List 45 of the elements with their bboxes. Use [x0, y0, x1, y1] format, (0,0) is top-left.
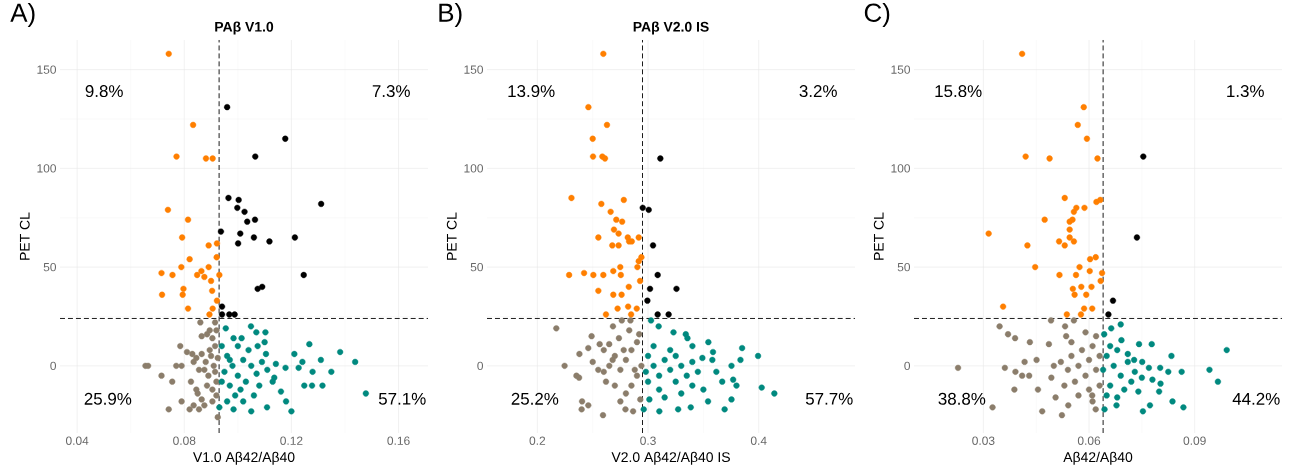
annotation: 57.7% [805, 392, 853, 405]
x-tick-label: 0.03 [972, 436, 995, 445]
x-tick-label: 0.08 [173, 436, 196, 445]
y-tick-label: 0 [477, 361, 484, 371]
x-tick-label: 0.06 [1077, 436, 1101, 445]
annotation: 15.8% [935, 85, 982, 98]
y-tick-label: 100 [464, 164, 484, 173]
annotation: 1.3% [1227, 85, 1264, 98]
x-axis-title: Aβ42/Aβ40 [1063, 451, 1133, 465]
y-tick-label: 0 [904, 361, 911, 371]
y-tick-label: 50 [43, 262, 57, 272]
y-tick-label: 150 [891, 65, 911, 74]
x-tick-label: 0.2 [529, 436, 546, 445]
x-tick-label: 0.09 [1183, 436, 1206, 445]
text: B) [439, 2, 462, 28]
y-axis-title: PET CL [873, 212, 884, 260]
annotation: 44.2% [1232, 392, 1280, 405]
annotation: 13.9% [508, 85, 555, 98]
x-axis-title: V2.0 Aβ42/Aβ40 IS [611, 451, 730, 465]
x-tick-label: 0.4 [750, 436, 767, 445]
x-axis-title: V1.0 Aβ42/Aβ40 [193, 451, 295, 465]
text: C) [864, 2, 890, 28]
y-axis-title: PET CL [19, 212, 30, 260]
annotation: 3.2% [799, 85, 837, 98]
y-tick-label: 150 [37, 65, 57, 74]
chart-title: PAβ V1.0 [215, 21, 274, 35]
y-tick-label: 100 [37, 164, 57, 173]
annotation: 57.1% [378, 392, 426, 405]
y-tick-label: 50 [897, 262, 911, 272]
annotation: 7.3% [372, 85, 410, 98]
annotation: 25.9% [84, 392, 132, 405]
y-axis-title: PET CL [446, 212, 457, 260]
annotation: 38.8% [938, 392, 986, 405]
text: A) [10, 2, 35, 28]
x-tick-label: 0.04 [65, 436, 89, 445]
x-tick-label: 0.16 [387, 436, 410, 445]
y-tick-label: 50 [470, 262, 484, 272]
annotation: 9.8% [85, 85, 123, 98]
annotation: 25.2% [511, 392, 559, 405]
x-tick-label: 0.3 [640, 436, 656, 445]
x-tick-label: 0.12 [280, 436, 303, 445]
y-tick-label: 100 [891, 164, 911, 173]
y-tick-label: 0 [50, 361, 57, 371]
chart-title: PAβ V2.0 IS [633, 21, 709, 35]
y-tick-label: 150 [464, 65, 484, 74]
